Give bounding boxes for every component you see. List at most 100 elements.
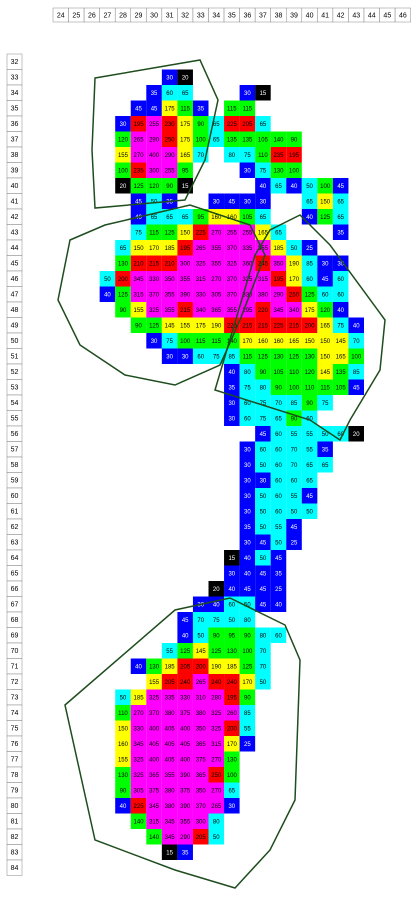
cell	[146, 767, 162, 783]
cell	[130, 224, 147, 240]
cell-value: 95	[197, 215, 204, 221]
cell	[192, 689, 209, 705]
cell	[115, 302, 131, 318]
cell	[301, 286, 318, 302]
cell	[115, 131, 131, 147]
cell	[239, 674, 256, 690]
cell	[270, 503, 287, 519]
row-header: 37	[11, 137, 19, 144]
cell-value: 210	[134, 261, 145, 267]
cell	[270, 565, 287, 581]
cell-value: 345	[273, 308, 284, 314]
cell	[332, 364, 349, 380]
cell-value: 65	[306, 199, 313, 205]
cell	[255, 472, 271, 488]
cell-value: 325	[149, 695, 160, 701]
cell	[239, 379, 256, 395]
cell-value: 50	[306, 509, 313, 515]
cell	[161, 736, 178, 752]
cell-value: 115	[180, 106, 190, 112]
cell	[286, 240, 302, 256]
row-header: 71	[11, 664, 19, 671]
cell	[255, 410, 271, 426]
cell	[130, 782, 147, 798]
cell-value: 80	[244, 370, 251, 376]
cell-value: 325	[134, 773, 145, 779]
cell-value: 65	[337, 215, 344, 221]
cell	[177, 798, 193, 814]
cell-value: 40	[182, 633, 189, 639]
cell-value: 75	[213, 354, 220, 360]
cell	[177, 147, 193, 163]
cell	[161, 302, 178, 318]
cell	[146, 224, 162, 240]
cell-value: 370	[227, 277, 238, 283]
column-header: 39	[290, 12, 298, 19]
cell-value: 120	[320, 308, 331, 314]
cell	[255, 457, 271, 473]
cell	[239, 441, 256, 457]
cell	[161, 162, 178, 178]
cell	[255, 488, 271, 504]
cell	[115, 240, 131, 256]
cell-value: 160	[118, 742, 129, 748]
cell-value: 75	[337, 323, 344, 329]
cell-value: 225	[227, 323, 238, 329]
row-header: 34	[11, 90, 19, 97]
cell	[255, 534, 271, 550]
cell-value: 45	[260, 571, 267, 577]
cell-value: 160	[227, 215, 238, 221]
cell	[239, 581, 256, 597]
cell-value: 65	[322, 463, 329, 469]
cell-value: 75	[260, 416, 267, 422]
cell-value: 250	[211, 773, 222, 779]
cell	[286, 162, 302, 178]
cell-value: 125	[211, 649, 222, 655]
column-header: 38	[275, 12, 283, 19]
cell	[255, 348, 271, 364]
column-header: 33	[197, 12, 205, 19]
cell	[239, 550, 256, 566]
cell	[99, 271, 116, 287]
cell-value: 125	[165, 230, 176, 236]
cell-value: 75	[244, 385, 251, 391]
cell-value: 170	[227, 742, 238, 748]
cell	[146, 705, 162, 721]
cell-value: 340	[196, 308, 207, 314]
cell	[115, 147, 131, 163]
cell	[177, 333, 193, 349]
cell	[332, 209, 349, 225]
row-header: 70	[11, 648, 19, 655]
cell	[255, 147, 271, 163]
row-header: 67	[11, 602, 19, 609]
cell	[301, 178, 318, 194]
cell	[239, 348, 256, 364]
cell-value: 130	[305, 354, 316, 360]
cell-value: 345	[134, 742, 145, 748]
cell-value: 35	[151, 91, 158, 97]
cell	[317, 441, 333, 457]
row-header: 46	[11, 276, 19, 283]
cell-value: 165	[320, 323, 331, 329]
cell-value: 150	[320, 199, 331, 205]
cell	[161, 271, 178, 287]
cell-value: 45	[135, 199, 142, 205]
cell-value: 125	[180, 649, 191, 655]
cell	[348, 379, 364, 395]
row-header: 49	[11, 323, 19, 330]
cell-value: 80	[244, 618, 251, 624]
cell	[270, 255, 287, 271]
row-header: 59	[11, 478, 19, 485]
cell-value: 50	[260, 680, 267, 686]
cell-value: 150	[320, 354, 331, 360]
cell-value: 70	[275, 401, 282, 407]
row-header: 56	[11, 431, 19, 438]
cell	[239, 116, 256, 132]
cell-value: 295	[242, 308, 253, 314]
column-header: 32	[181, 12, 189, 19]
cell	[255, 131, 271, 147]
cell	[192, 720, 209, 736]
cell-value: 55	[291, 494, 298, 500]
